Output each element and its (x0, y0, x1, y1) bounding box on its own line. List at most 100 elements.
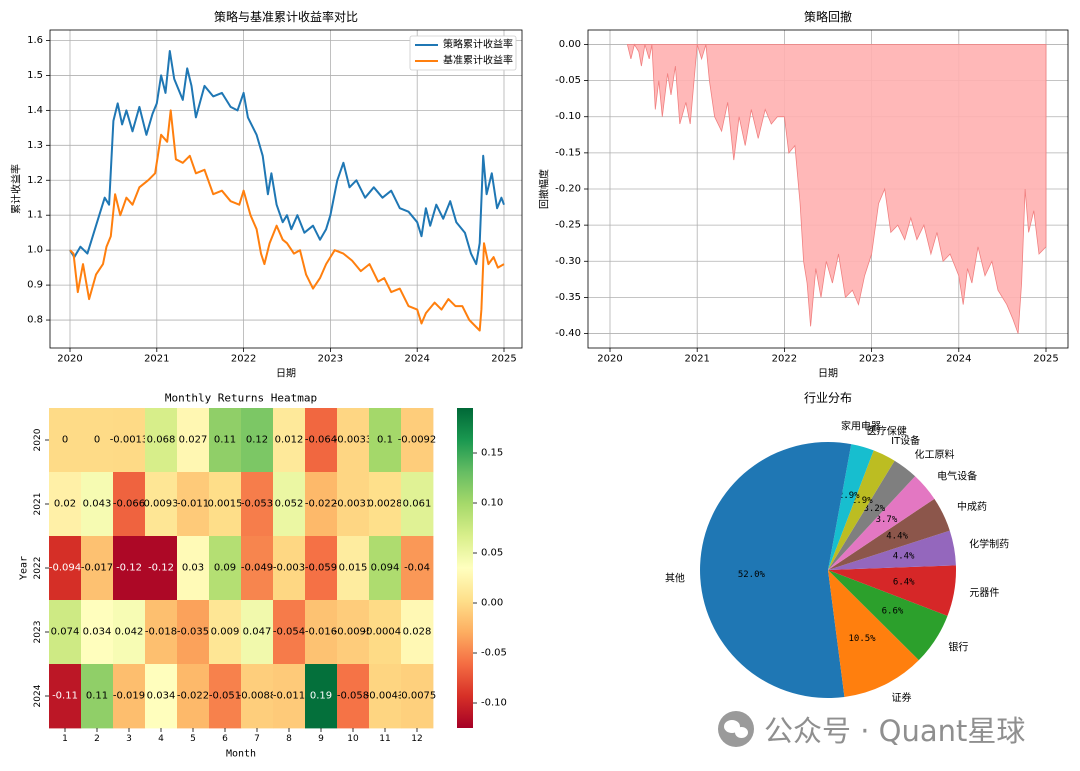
y-tick-label: 1.3 (27, 140, 43, 151)
heatmap-cell-label: 0.034 (147, 691, 176, 702)
y-tick-label: 1.0 (27, 245, 43, 256)
heatmap-cell (273, 600, 306, 665)
heatmap-cell (273, 472, 306, 537)
pie-label: 元器件 (969, 587, 999, 599)
y-tick-label: 1.6 (27, 35, 43, 46)
x-tick-label: 2025 (1033, 354, 1058, 365)
pie-slice (828, 530, 956, 570)
y-tick-label: -0.05 (555, 75, 581, 86)
heatmap-cell-label: -0.0095 (334, 627, 373, 638)
y-tick-label: -0.20 (555, 184, 581, 195)
pie-pct-label: 6.6% (882, 607, 904, 617)
heatmap-cell (305, 664, 338, 729)
heatmap-cell-label: -0.04 (404, 563, 430, 574)
x-tick-label: 10 (347, 734, 359, 744)
heatmap-cell-label: -0.094 (49, 563, 81, 574)
heatmap-cell-label: -0.011 (177, 499, 209, 510)
heatmap-cell-label: 0.015 (339, 563, 368, 574)
heatmap-cell (401, 600, 434, 665)
heatmap-cell (49, 472, 82, 537)
y-tick-label: -0.30 (555, 256, 581, 267)
x-tick-label: 4 (158, 734, 164, 744)
colorbar (457, 408, 473, 728)
x-axis-label: 日期 (276, 368, 296, 380)
heatmap-cell (49, 664, 82, 729)
heatmap-cell (305, 536, 338, 601)
heatmap-cell (305, 472, 338, 537)
pie-slice (828, 460, 916, 570)
heatmap-cell-label: -0.066 (113, 499, 145, 510)
heatmap-cell (369, 472, 402, 537)
heatmap-cell-label: 0.027 (179, 435, 208, 446)
heatmap-cell-label: -0.018 (145, 627, 177, 638)
x-tick-label: 2 (94, 734, 100, 744)
pie-pct-label: 2.9% (851, 496, 873, 506)
heatmap-cell-label: -0.051 (209, 691, 241, 702)
cumulative-chart: 2020 2021 2022 2023 2024 2025 0.8 0.9 1.0 1.1 1.2 1… (10, 9, 523, 380)
x-tick-label: 2022 (772, 354, 797, 365)
x-tick-label: 7 (254, 734, 260, 744)
watermark-text: 公众号 · Quant星球 (764, 714, 1026, 748)
pie-slice (828, 442, 852, 570)
chart-title: 策略与基准累计收益率对比 (214, 9, 358, 24)
heatmap-cell-label: 0.03 (182, 563, 204, 574)
heatmap-cell-label: 0 (94, 435, 100, 446)
pie-label: 银行 (948, 640, 968, 653)
y-tick-label: 2022 (33, 557, 43, 580)
colorbar-tick-label: 0.05 (481, 548, 503, 559)
heatmap-cell (177, 408, 210, 473)
x-tick-label: 2023 (859, 354, 884, 365)
drawdown-area (626, 43, 1047, 334)
heatmap-cell (337, 600, 370, 665)
heatmap-cell (241, 600, 274, 665)
heatmap-cell-label: 0.034 (83, 627, 112, 638)
x-tick-label: 2020 (57, 354, 82, 365)
colorbar-tick-label: -0.05 (481, 648, 507, 659)
heatmap-cell (209, 536, 242, 601)
pie-slice (828, 570, 919, 697)
pie-label: 化工原料 (915, 448, 955, 461)
heatmap-cell (209, 408, 242, 473)
heatmap-cell-label: -0.011 (273, 691, 305, 702)
x-tick-label: 2020 (597, 354, 622, 365)
heatmap-cell-label: 0 (62, 435, 68, 446)
heatmap-cell (369, 600, 402, 665)
heatmap-cell-label: 0.11 (86, 691, 108, 702)
series-line-strategy (69, 50, 505, 266)
heatmap-cell (113, 472, 146, 537)
colorbar-tick-label: 0.10 (481, 498, 503, 509)
heatmap-cell (113, 408, 146, 473)
heatmap-cell-label: -0.019 (113, 691, 145, 702)
heatmap-cell-label: -0.0033 (334, 435, 373, 446)
heatmap-cell-label: -0.0013 (110, 435, 149, 446)
heatmap-cell-label: -0.0043 (366, 691, 405, 702)
heatmap-cell-label: 0.0015 (208, 499, 243, 510)
colorbar-tick-label: 0.15 (481, 448, 503, 459)
heatmap-cell-label: 0.009 (211, 627, 240, 638)
heatmap-cell-label: -0.053 (241, 499, 273, 510)
heatmap-cell-label: -0.11 (52, 691, 78, 702)
pie-pct-label: 4.4% (893, 552, 915, 562)
x-tick-label: 8 (286, 734, 292, 744)
y-tick-label: -0.15 (555, 147, 581, 158)
heatmap-cell (273, 408, 306, 473)
heatmap-cell-label: -0.00048 (363, 627, 408, 638)
heatmap-cell-label: 0.012 (275, 435, 304, 446)
heatmap-cell-label: -0.0075 (398, 691, 437, 702)
heatmap-cell-label: -0.12 (148, 563, 174, 574)
heatmap-cell-label: 0.02 (54, 499, 76, 510)
heatmap-cell (369, 664, 402, 729)
pie-slice (828, 444, 874, 570)
pie-label: 化学制药 (969, 538, 1009, 551)
y-tick-label: 0.9 (27, 280, 43, 291)
heatmap-cell (113, 536, 146, 601)
heatmap-cell (241, 536, 274, 601)
heatmap-cell-label: -0.0031 (334, 499, 373, 510)
y-tick-label: 0.00 (559, 39, 581, 50)
heatmap-cell-label: 0.068 (147, 435, 176, 446)
pie-slice (700, 442, 845, 698)
y-axis-label: 回撤幅度 (538, 169, 551, 209)
x-tick-label: 1 (62, 734, 68, 744)
heatmap-cell (337, 664, 370, 729)
